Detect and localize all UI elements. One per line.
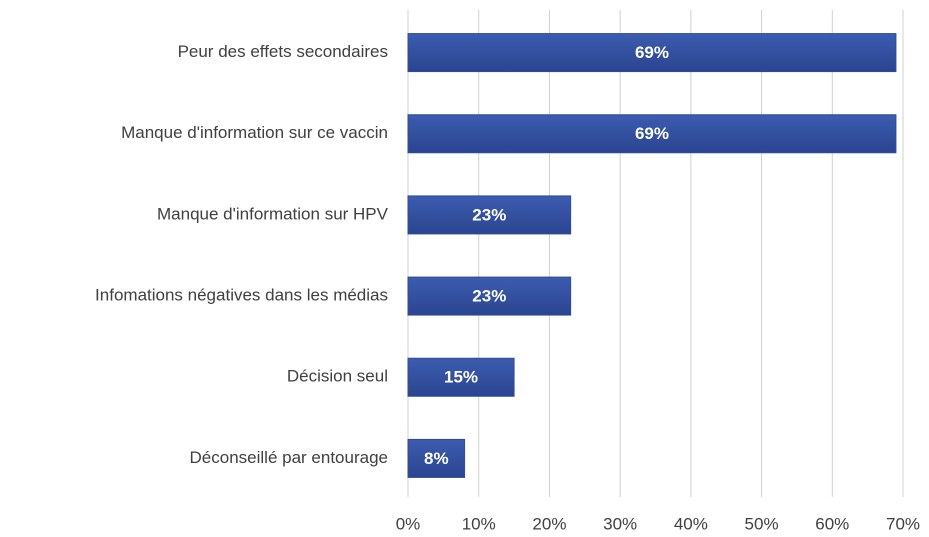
y-tick-label: Manque d'information sur HPV — [157, 204, 389, 223]
bar — [407, 195, 572, 235]
bar — [407, 33, 897, 73]
value-label: 15% — [444, 368, 478, 387]
x-tick-label: 20% — [532, 514, 566, 533]
value-label: 23% — [472, 287, 506, 306]
y-tick-label: Peur des effets secondaires — [178, 42, 388, 61]
y-tick-label: Manque d'information sur ce vaccin — [121, 123, 388, 142]
value-label: 23% — [472, 205, 506, 224]
x-tick-label: 30% — [603, 514, 637, 533]
y-tick-label: Déconseillé par entourage — [190, 448, 388, 467]
bar — [407, 114, 897, 154]
y-tick-label: Infomations négatives dans les médias — [95, 286, 388, 305]
x-tick-label: 10% — [462, 514, 496, 533]
bar — [407, 357, 515, 397]
value-label: 69% — [635, 124, 669, 143]
value-label: 69% — [635, 43, 669, 62]
x-tick-label: 50% — [745, 514, 779, 533]
value-label: 8% — [424, 449, 449, 468]
x-tick-label: 70% — [886, 514, 920, 533]
bar — [407, 276, 572, 316]
x-tick-label: 40% — [674, 514, 708, 533]
y-tick-label: Décision seul — [287, 367, 388, 386]
bar — [407, 438, 466, 478]
x-tick-label: 60% — [815, 514, 849, 533]
x-tick-label: 0% — [396, 514, 421, 533]
